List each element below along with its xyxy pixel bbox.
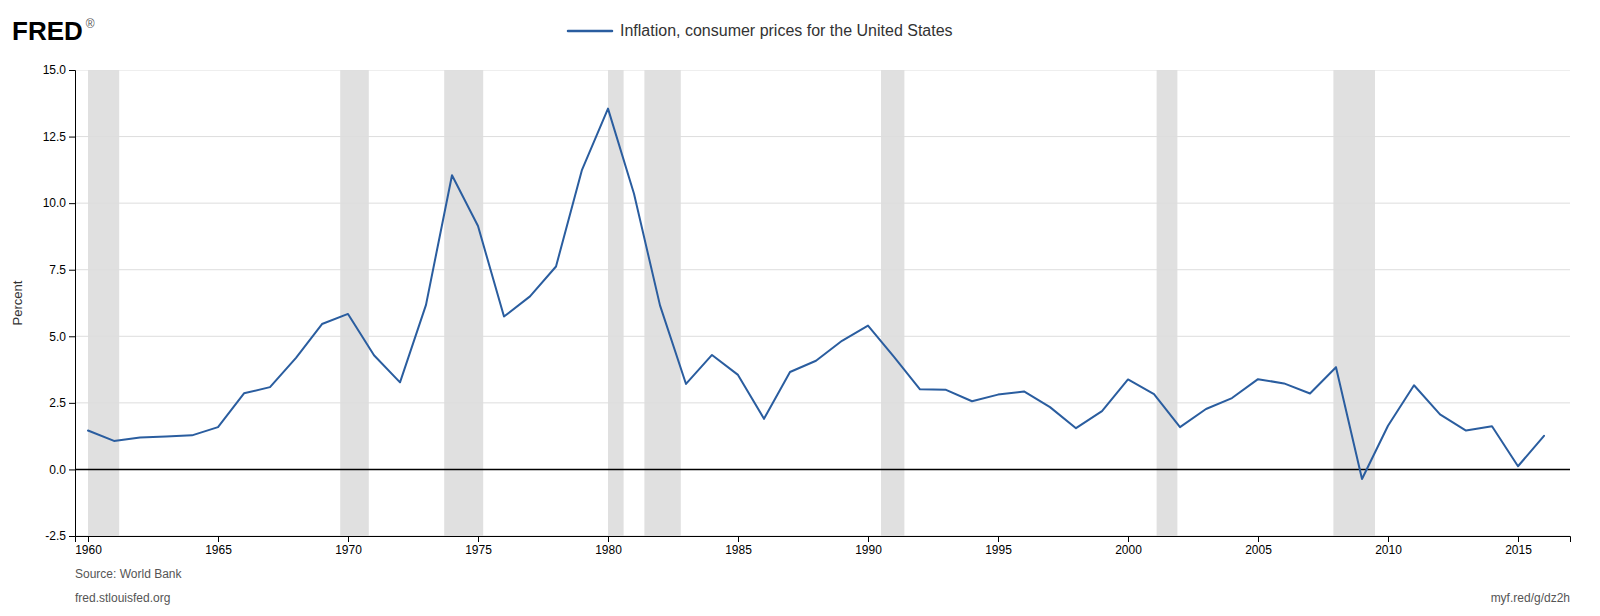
y-tick-mark <box>69 403 75 404</box>
y-tick-mark <box>69 270 75 271</box>
x-tick-mark <box>868 536 869 542</box>
series-line <box>88 109 1544 479</box>
y-tick-mark <box>69 536 75 537</box>
x-tick: 2000 <box>1115 536 1142 557</box>
y-tick-label: 10.0 <box>43 196 67 210</box>
x-tick-label: 2010 <box>1375 543 1402 557</box>
logo-text: FRED <box>12 16 83 46</box>
y-tick-mark <box>69 137 75 138</box>
x-tick-mark <box>1128 536 1129 542</box>
source-url: fred.stlouisfed.org <box>75 591 170 605</box>
y-tick: 10.0 <box>43 196 75 210</box>
grid <box>75 70 1570 536</box>
y-tick: -2.5 <box>45 529 75 543</box>
x-tick: 1965 <box>205 536 232 557</box>
y-axis-line <box>69 71 76 537</box>
grid-line <box>75 336 1570 337</box>
logo-mark: ® <box>86 17 95 31</box>
y-tick-mark <box>69 469 75 470</box>
grid-line <box>75 269 1570 270</box>
grid-line <box>75 70 1570 71</box>
recession-bands <box>88 70 1375 536</box>
x-tick-mark <box>1258 536 1259 542</box>
x-tick: 1975 <box>465 536 492 557</box>
grid-line <box>75 203 1570 204</box>
x-axis: 1960 1965 1970 1975 1980 1985 1990 1995 2000 2005… <box>75 536 1570 557</box>
chart-title: Inflation, consumer prices for the Unite… <box>620 22 953 39</box>
x-tick: 1985 <box>725 536 752 557</box>
x-tick: 2015 <box>1505 536 1532 557</box>
x-tick-label: 1990 <box>855 543 882 557</box>
recession-band <box>340 70 369 536</box>
y-tick: 5.0 <box>49 330 75 344</box>
recession-band <box>608 70 624 536</box>
grid-line <box>75 536 1570 537</box>
y-tick-mark <box>69 336 75 337</box>
x-tick-label: 1970 <box>335 543 362 557</box>
grid-line <box>75 136 1570 137</box>
x-tick-mark <box>1518 536 1519 542</box>
x-tick-label: 2015 <box>1505 543 1532 557</box>
x-tick: 1970 <box>335 536 362 557</box>
short-link: myf.red/g/dz2h <box>1491 591 1570 605</box>
grid-line <box>75 402 1570 403</box>
zero-line <box>75 469 1570 471</box>
x-tick-mark <box>1388 536 1389 542</box>
x-tick-mark <box>88 536 89 542</box>
recession-band <box>88 70 119 536</box>
y-tick-label: 2.5 <box>49 396 66 410</box>
y-tick-label: 15.0 <box>43 63 67 77</box>
x-axis-line <box>76 537 1571 543</box>
x-tick-label: 1995 <box>985 543 1012 557</box>
source-text: Source: World Bank <box>75 567 182 581</box>
y-tick-label: 0.0 <box>49 463 66 477</box>
x-tick: 1990 <box>855 536 882 557</box>
x-tick-mark <box>348 536 349 542</box>
y-tick: 0.0 <box>49 463 75 477</box>
x-tick-label: 1985 <box>725 543 752 557</box>
y-axis-title: Percent <box>10 280 25 325</box>
x-tick: 1995 <box>985 536 1012 557</box>
x-tick-label: 1960 <box>75 543 102 557</box>
y-tick-mark <box>69 70 75 71</box>
y-tick-label: 12.5 <box>43 130 67 144</box>
y-tick: 15.0 <box>43 63 75 77</box>
y-tick: 7.5 <box>49 263 75 277</box>
x-tick-mark <box>608 536 609 542</box>
legend-swatch <box>568 30 612 33</box>
recession-band <box>444 70 483 536</box>
y-tick-label: 7.5 <box>49 263 66 277</box>
x-tick-mark <box>998 536 999 542</box>
recession-band <box>881 70 904 536</box>
x-tick: 1980 <box>595 536 622 557</box>
y-tick-label: 5.0 <box>49 330 66 344</box>
y-tick: 12.5 <box>43 130 75 144</box>
x-tick-label: 1980 <box>595 543 622 557</box>
chart: 1960 1965 1970 1975 1980 1985 1990 1995 2000 2005… <box>0 0 1600 616</box>
x-tick: 1960 <box>75 536 102 557</box>
recession-band <box>1157 70 1178 536</box>
x-tick: 2010 <box>1375 536 1402 557</box>
x-tick-label: 1975 <box>465 543 492 557</box>
y-axis: -2.5 0.0 2.5 5.0 7.5 10.0 12.5 15.0 <box>43 63 76 543</box>
plot-area <box>75 70 1570 536</box>
x-tick-mark <box>478 536 479 542</box>
recession-band <box>644 70 680 536</box>
y-tick-mark <box>69 203 75 204</box>
x-tick: 2005 <box>1245 536 1272 557</box>
x-tick-label: 2005 <box>1245 543 1272 557</box>
x-tick-label: 1965 <box>205 543 232 557</box>
x-tick-label: 2000 <box>1115 543 1142 557</box>
y-tick: 2.5 <box>49 396 75 410</box>
x-tick-mark <box>218 536 219 542</box>
x-tick-mark <box>738 536 739 542</box>
y-tick-label: -2.5 <box>45 529 66 543</box>
